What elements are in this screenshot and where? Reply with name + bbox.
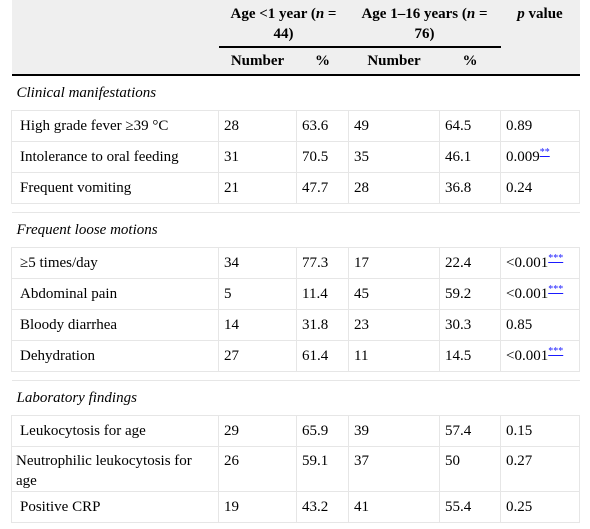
table-row: Dehydration 27 61.4 11 14.5 <0.001*** bbox=[11, 340, 580, 372]
cell-pvalue: 0.89 bbox=[500, 110, 580, 142]
cell-number-2: 17 bbox=[348, 247, 440, 279]
cell-pvalue: <0.001*** bbox=[500, 340, 580, 372]
row-label: Leukocytosis for age bbox=[11, 415, 219, 447]
table-row: Bloody diarrhea 14 31.8 23 30.3 0.85 bbox=[11, 309, 580, 341]
section-spacer bbox=[11, 203, 580, 213]
cell-percent-2: 59.2 bbox=[439, 278, 501, 310]
footnote-link[interactable]: *** bbox=[548, 346, 564, 357]
table-row: Positive CRP 19 43.2 41 55.4 0.25 bbox=[11, 491, 580, 523]
row-label: ≥5 times/day bbox=[11, 247, 219, 279]
cell-percent-1: 77.3 bbox=[296, 247, 349, 279]
cell-percent-1: 59.1 bbox=[296, 446, 349, 492]
cell-pvalue: 0.25 bbox=[500, 491, 580, 523]
cell-percent-2: 55.4 bbox=[439, 491, 501, 523]
footnote-link[interactable]: *** bbox=[548, 253, 564, 264]
header-empty-cell bbox=[11, 0, 219, 76]
cell-number-2: 23 bbox=[348, 309, 440, 341]
table-row: Leukocytosis for age 29 65.9 39 57.4 0.1… bbox=[11, 415, 580, 447]
cell-pvalue: 0.24 bbox=[500, 172, 580, 204]
cell-number-2: 37 bbox=[348, 446, 440, 492]
table-row: Neutrophilic leukocytosis for age 26 59.… bbox=[11, 446, 580, 492]
section-title: Clinical manifestations bbox=[11, 74, 580, 111]
cell-number-1: 21 bbox=[218, 172, 297, 204]
cell-pvalue: 0.85 bbox=[500, 309, 580, 341]
section-spacer bbox=[11, 371, 580, 381]
row-label: Bloody diarrhea bbox=[11, 309, 219, 341]
table-body: Clinical manifestations High grade fever… bbox=[11, 74, 580, 523]
table-row: High grade fever ≥39 °C 28 63.6 49 64.5 … bbox=[11, 110, 580, 142]
cell-pvalue: <0.001*** bbox=[500, 278, 580, 310]
cell-number-1: 31 bbox=[218, 141, 297, 173]
row-label: Intolerance to oral feeding bbox=[11, 141, 219, 173]
cell-percent-2: 57.4 bbox=[439, 415, 501, 447]
cell-percent-2: 30.3 bbox=[439, 309, 501, 341]
header-number-1: Number bbox=[218, 47, 297, 76]
table-row: Frequent vomiting 21 47.7 28 36.8 0.24 bbox=[11, 172, 580, 204]
cell-percent-2: 36.8 bbox=[439, 172, 501, 204]
cell-percent-1: 11.4 bbox=[296, 278, 349, 310]
table-row: Abdominal pain 5 11.4 45 59.2 <0.001*** bbox=[11, 278, 580, 310]
row-label: Abdominal pain bbox=[11, 278, 219, 310]
results-table: Age <1 year (n = 44) Age 1–16 years (n =… bbox=[11, 0, 580, 523]
cell-pvalue: 0.27 bbox=[500, 446, 580, 492]
section-row: Frequent loose motions bbox=[11, 212, 580, 248]
results-table-container: Age <1 year (n = 44) Age 1–16 years (n =… bbox=[11, 0, 580, 523]
cell-number-1: 34 bbox=[218, 247, 297, 279]
cell-percent-2: 50 bbox=[439, 446, 501, 492]
cell-percent-1: 63.6 bbox=[296, 110, 349, 142]
cell-number-1: 14 bbox=[218, 309, 297, 341]
cell-number-1: 28 bbox=[218, 110, 297, 142]
header-number-2: Number bbox=[348, 47, 440, 76]
cell-number-2: 45 bbox=[348, 278, 440, 310]
cell-percent-2: 14.5 bbox=[439, 340, 501, 372]
cell-number-1: 19 bbox=[218, 491, 297, 523]
cell-number-1: 26 bbox=[218, 446, 297, 492]
table-row: ≥5 times/day 34 77.3 17 22.4 <0.001*** bbox=[11, 247, 580, 279]
header-percent-1: % bbox=[296, 47, 349, 76]
cell-number-2: 11 bbox=[348, 340, 440, 372]
cell-pvalue: 0.009** bbox=[500, 141, 580, 173]
header-pvalue: p value bbox=[500, 0, 580, 76]
cell-percent-1: 70.5 bbox=[296, 141, 349, 173]
footnote-link[interactable]: ** bbox=[539, 147, 550, 158]
cell-percent-1: 43.2 bbox=[296, 491, 349, 523]
cell-percent-2: 46.1 bbox=[439, 141, 501, 173]
cell-pvalue: <0.001*** bbox=[500, 247, 580, 279]
cell-percent-1: 31.8 bbox=[296, 309, 349, 341]
cell-number-1: 5 bbox=[218, 278, 297, 310]
section-title: Laboratory findings bbox=[11, 380, 580, 416]
cell-number-1: 27 bbox=[218, 340, 297, 372]
cell-percent-2: 64.5 bbox=[439, 110, 501, 142]
cell-percent-1: 47.7 bbox=[296, 172, 349, 204]
cell-number-2: 39 bbox=[348, 415, 440, 447]
section-title: Frequent loose motions bbox=[11, 212, 580, 248]
cell-number-1: 29 bbox=[218, 415, 297, 447]
row-label: Positive CRP bbox=[11, 491, 219, 523]
header-percent-2: % bbox=[439, 47, 501, 76]
section-row: Clinical manifestations bbox=[11, 74, 580, 111]
cell-number-2: 41 bbox=[348, 491, 440, 523]
cell-number-2: 35 bbox=[348, 141, 440, 173]
table-row: Intolerance to oral feeding 31 70.5 35 4… bbox=[11, 141, 580, 173]
cell-percent-1: 65.9 bbox=[296, 415, 349, 447]
cell-number-2: 28 bbox=[348, 172, 440, 204]
header-group-1to16: Age 1–16 years (n = 76) bbox=[348, 0, 501, 48]
cell-percent-1: 61.4 bbox=[296, 340, 349, 372]
cell-pvalue: 0.15 bbox=[500, 415, 580, 447]
cell-percent-2: 22.4 bbox=[439, 247, 501, 279]
section-row: Laboratory findings bbox=[11, 380, 580, 416]
row-label: High grade fever ≥39 °C bbox=[11, 110, 219, 142]
footnote-link[interactable]: *** bbox=[548, 284, 564, 295]
cell-number-2: 49 bbox=[348, 110, 440, 142]
row-label: Frequent vomiting bbox=[11, 172, 219, 204]
row-label: Dehydration bbox=[11, 340, 219, 372]
row-label: Neutrophilic leukocytosis for age bbox=[11, 446, 219, 492]
header-group-under1: Age <1 year (n = 44) bbox=[218, 0, 349, 48]
